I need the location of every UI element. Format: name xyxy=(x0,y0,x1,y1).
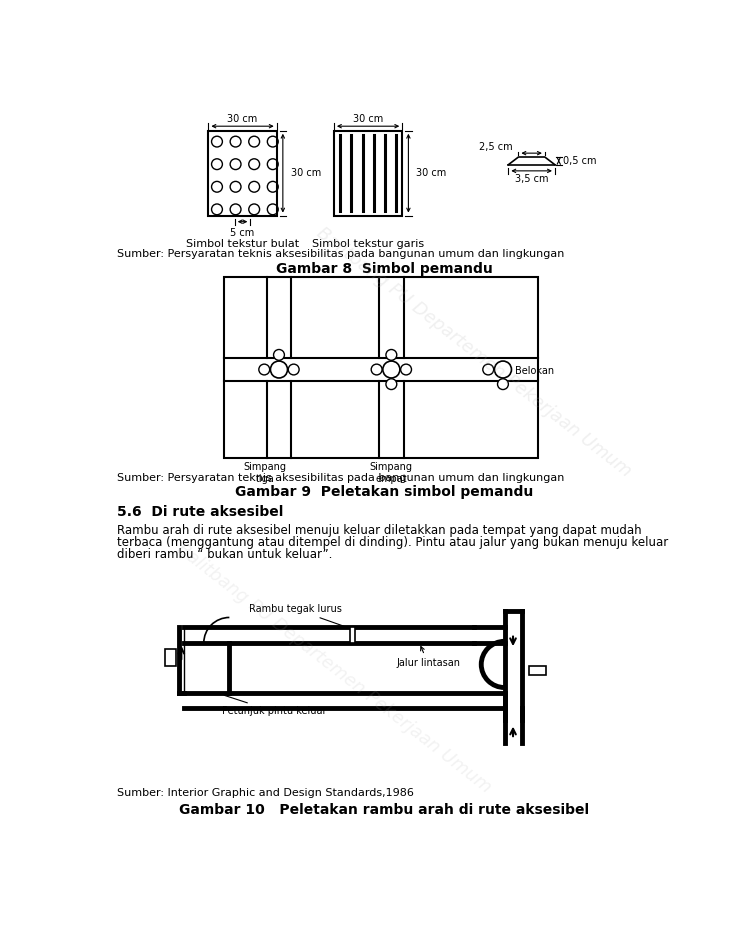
Text: 30 cm: 30 cm xyxy=(353,114,383,124)
Circle shape xyxy=(259,364,270,375)
Text: Gambar 8  Simbol pemandu: Gambar 8 Simbol pemandu xyxy=(276,263,493,276)
Text: Sumber: Interior Graphic and Design Standards,1986: Sumber: Interior Graphic and Design Stan… xyxy=(117,789,414,798)
Text: 5 cm: 5 cm xyxy=(230,228,255,238)
Circle shape xyxy=(386,349,397,361)
Text: Simpang
tiga: Simpang tiga xyxy=(244,462,286,484)
Text: Sumber: Persyaratan teknis aksesibilitas pada bangunan umum dan lingkungan: Sumber: Persyaratan teknis aksesibilitas… xyxy=(117,250,564,259)
Text: terbaca (menggantung atau ditempel di dinding). Pintu atau jalur yang bukan menu: terbaca (menggantung atau ditempel di di… xyxy=(117,536,668,549)
Bar xyxy=(350,627,355,642)
Text: 30 cm: 30 cm xyxy=(290,168,321,178)
Circle shape xyxy=(400,364,412,375)
Bar xyxy=(165,649,176,666)
Bar xyxy=(224,277,538,458)
Text: Belokan: Belokan xyxy=(514,366,554,376)
Text: Simbol tekstur garis: Simbol tekstur garis xyxy=(312,238,424,249)
Text: Simbol tekstur bulat: Simbol tekstur bulat xyxy=(186,238,299,249)
Circle shape xyxy=(494,361,512,378)
Text: 5.6  Di rute aksesibel: 5.6 Di rute aksesibel xyxy=(117,505,284,519)
Text: Gambar 9  Peletakan simbol pemandu: Gambar 9 Peletakan simbol pemandu xyxy=(236,485,533,499)
Text: Balitbang PU Departemen Pekerjaan Umum: Balitbang PU Departemen Pekerjaan Umum xyxy=(313,224,634,481)
Circle shape xyxy=(288,364,299,375)
Text: Balitbang PU Departemen Pekerjaan Umum: Balitbang PU Departemen Pekerjaan Umum xyxy=(173,540,495,797)
Circle shape xyxy=(497,379,508,389)
Text: 2,5 cm: 2,5 cm xyxy=(478,141,512,152)
Circle shape xyxy=(271,361,287,378)
Text: Jalur lintasan: Jalur lintasan xyxy=(396,646,460,668)
Text: 0,5 cm: 0,5 cm xyxy=(562,156,596,166)
Circle shape xyxy=(371,364,382,375)
Bar xyxy=(209,131,277,215)
Circle shape xyxy=(274,349,284,361)
Text: Rambu arah di rute aksesibel menuju keluar diletakkan pada tempat yang dapat mud: Rambu arah di rute aksesibel menuju kelu… xyxy=(117,524,641,536)
Bar xyxy=(334,131,402,215)
Circle shape xyxy=(483,364,494,375)
Text: Gambar 10   Peletakan rambu arah di rute aksesibel: Gambar 10 Peletakan rambu arah di rute a… xyxy=(179,803,590,817)
Bar xyxy=(530,666,546,675)
Circle shape xyxy=(382,361,400,378)
Text: 30 cm: 30 cm xyxy=(227,114,258,124)
Text: Sumber: Persyaratan teknis aksesibilitas pada bangunan umum dan lingkungan: Sumber: Persyaratan teknis aksesibilitas… xyxy=(117,473,564,483)
Text: 30 cm: 30 cm xyxy=(416,168,446,178)
Text: Rambu tegak lurus: Rambu tegak lurus xyxy=(249,605,350,628)
Text: Simpang
empat: Simpang empat xyxy=(370,462,413,484)
Circle shape xyxy=(386,379,397,389)
Text: 3,5 cm: 3,5 cm xyxy=(514,174,548,184)
Text: Petunjuk pintu keluar: Petunjuk pintu keluar xyxy=(222,696,326,716)
Text: diberi rambu “ bukan untuk keluar”.: diberi rambu “ bukan untuk keluar”. xyxy=(117,549,332,561)
